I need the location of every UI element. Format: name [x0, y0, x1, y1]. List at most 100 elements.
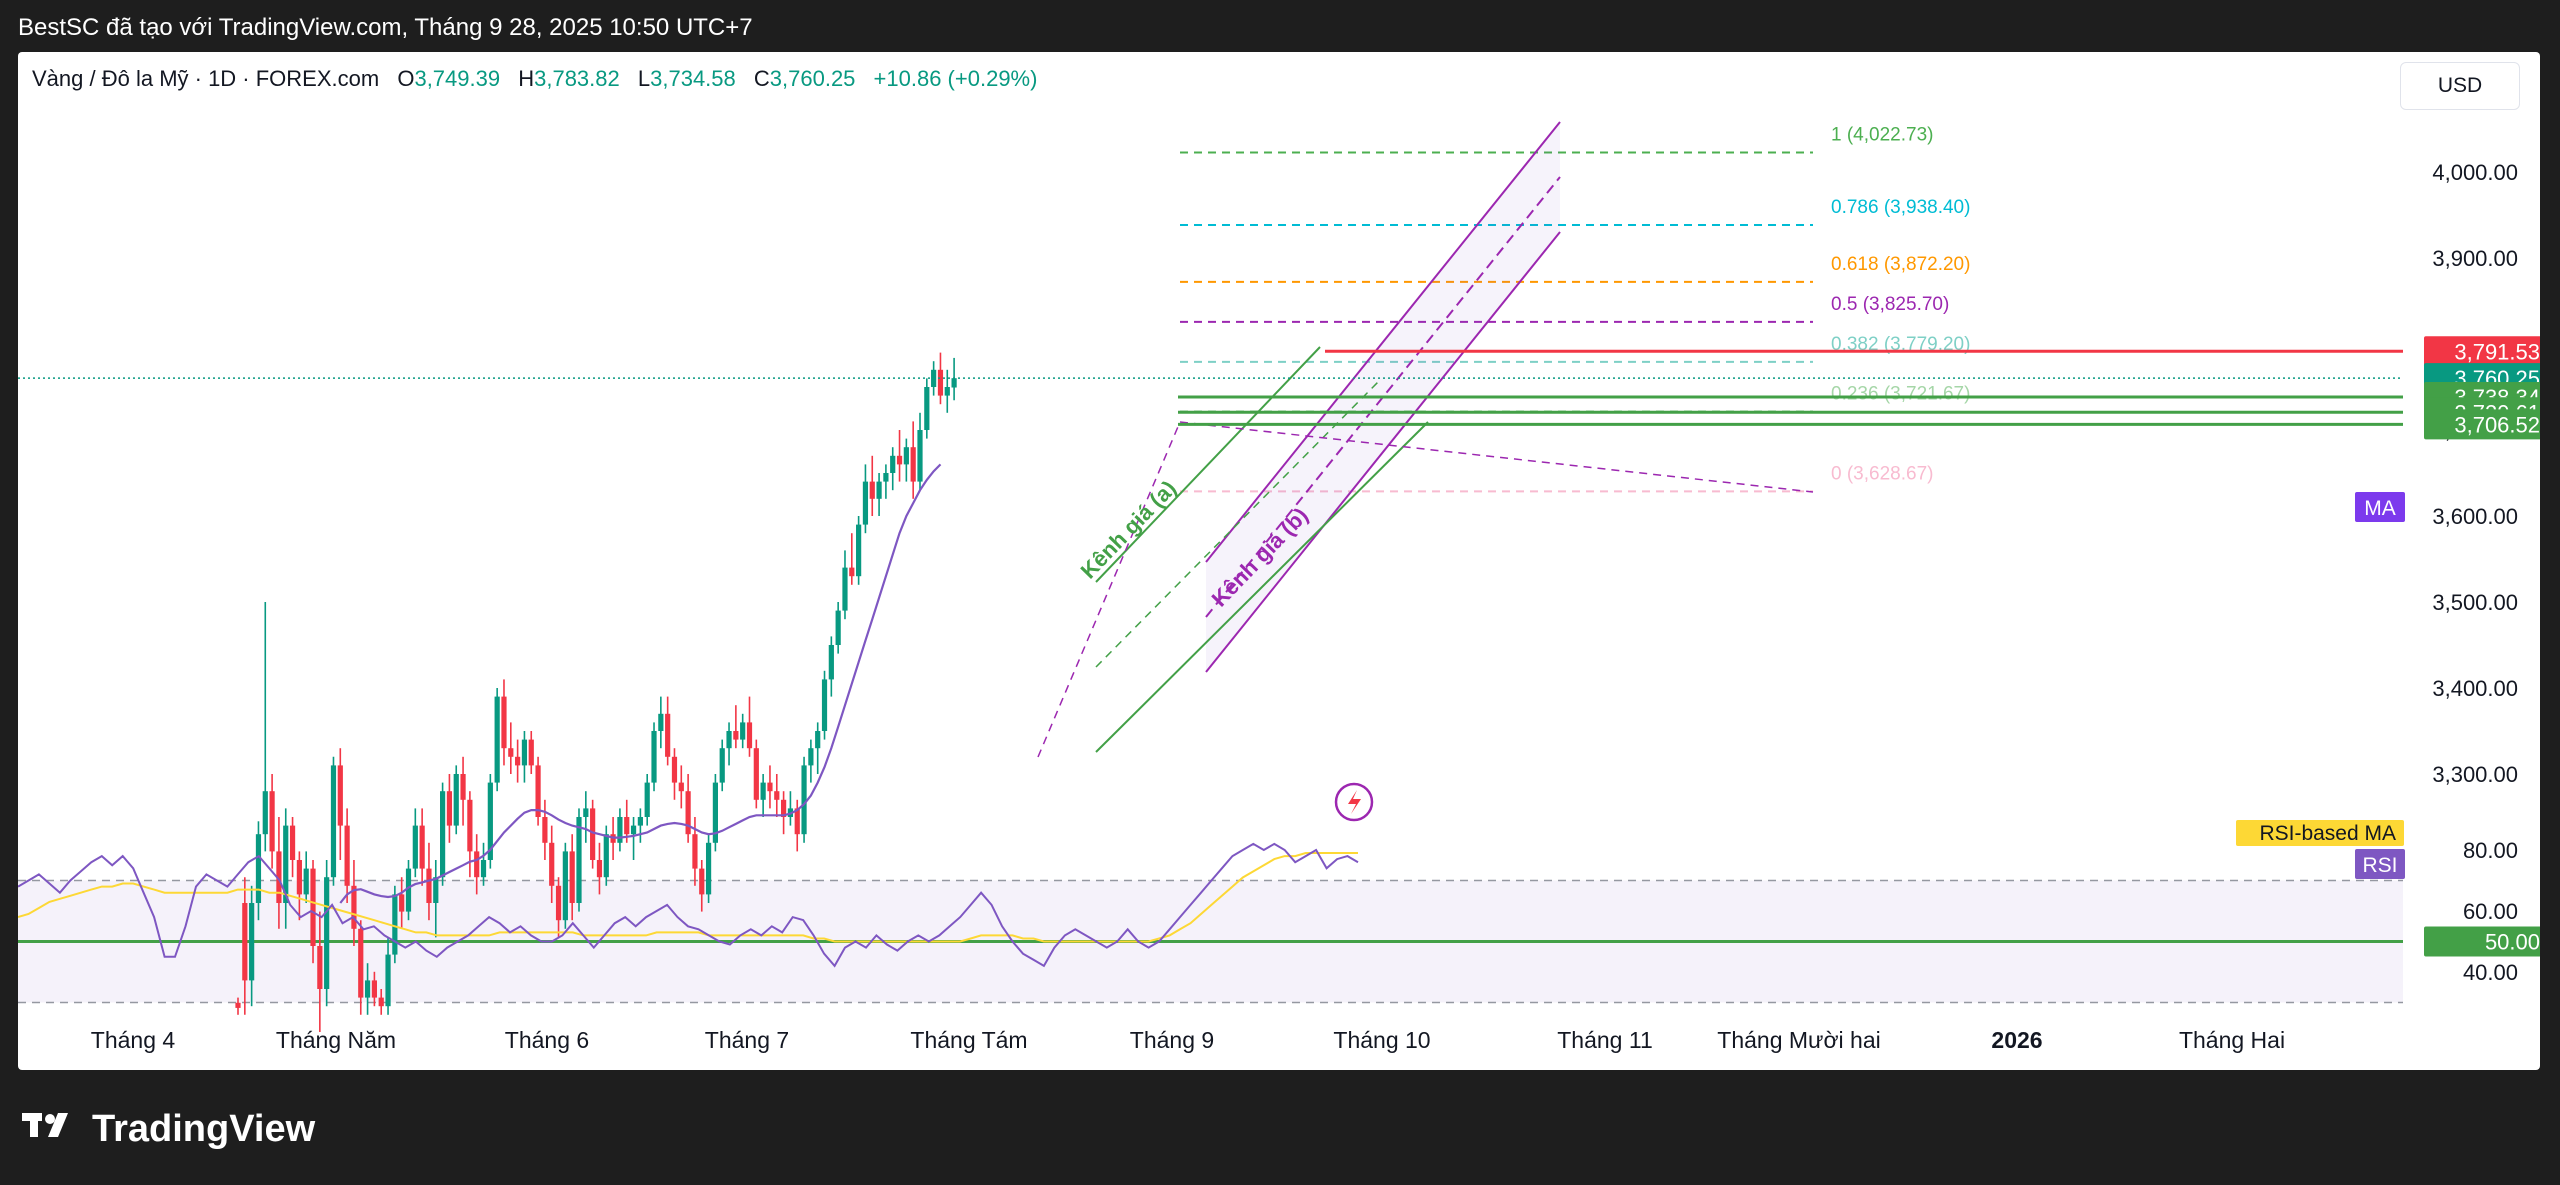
candle-body [794, 808, 800, 835]
candle-body [310, 868, 316, 946]
candle-body [876, 481, 882, 499]
top-caption-bar: BestSC đã tạo với TradingView.com, Tháng… [0, 0, 2560, 52]
candle-body [883, 473, 889, 482]
fib-level-label: 0.786 (3,938.40) [1831, 197, 1970, 218]
channel-a-mid [1095, 381, 1379, 668]
event-icon [1334, 782, 1374, 822]
candle-body [453, 774, 459, 826]
trend-dash [1037, 421, 1181, 758]
open-label: O [397, 66, 415, 91]
candle-body [364, 980, 371, 998]
fib-level-label: 0.236 (3,721.67) [1831, 383, 1970, 404]
candle-body [671, 756, 678, 783]
candle-body [808, 748, 814, 766]
candle-body [746, 722, 753, 749]
rsi-level-tag [2424, 926, 2540, 957]
symbol-legend: Vàng / Đô la Mỹ · 1D · FOREX.com O3,749.… [32, 66, 1037, 92]
footer-brand: TradingView [20, 1108, 315, 1151]
chart-canvas[interactable]: 1 (4,022.73) 0.786 (3,938.40) 0.618 (3,872… [18, 52, 2540, 1070]
symbol-title[interactable]: Vàng / Đô la Mỹ · 1D · FOREX.com [32, 66, 380, 91]
channel-b-upper [1205, 121, 1561, 563]
candle-body [542, 817, 548, 843]
candle-body [419, 825, 425, 869]
candle-body [815, 731, 821, 749]
rsi-line [18, 842, 1359, 968]
candle-body [665, 713, 671, 757]
rsi-ma-tag-label: RSI-based MA [2259, 822, 2396, 845]
candle-body [405, 868, 412, 912]
candle-body [719, 748, 725, 783]
candle-body [249, 903, 255, 981]
rsi-axis-label: 40.00 [2463, 960, 2518, 985]
lightning-icon [1348, 790, 1361, 814]
candle-body [740, 722, 746, 740]
time-axis-label: Tháng 4 [91, 1027, 176, 1053]
candle-body [951, 378, 957, 388]
candle-body [440, 791, 446, 878]
chart-panel[interactable]: 1 (4,022.73) 0.786 (3,938.40) 0.618 (3,872… [18, 52, 2540, 1070]
candle-body [651, 731, 657, 783]
candle-body [474, 851, 480, 878]
candle-body [467, 799, 473, 852]
candle-body [235, 1002, 241, 1008]
tradingview-logo-icon [20, 1108, 80, 1151]
currency-button[interactable]: USD [2400, 62, 2520, 110]
candle-body [712, 782, 718, 843]
candle-body [283, 825, 289, 903]
candle-body [944, 387, 950, 396]
candle-body [535, 765, 541, 817]
candle-body [910, 447, 916, 482]
candle-body [501, 696, 507, 749]
candle-body [487, 782, 493, 860]
candle-body [262, 791, 268, 835]
rsi-tag-label: RSI [2362, 854, 2397, 877]
low-label: L [637, 66, 651, 91]
candle-body [849, 567, 855, 577]
candle-body [344, 825, 350, 886]
close-value: 3,760.25 [769, 66, 856, 91]
price-axis-label: 3,500.00 [2432, 590, 2518, 615]
time-axis-label: Tháng Tám [910, 1027, 1027, 1053]
candle-body [433, 877, 439, 903]
candle-body [480, 860, 487, 878]
change-value: +10.86 (+0.29%) [873, 66, 1038, 91]
candle-body [678, 782, 684, 792]
candle-body [699, 868, 705, 895]
candle-body [705, 842, 712, 895]
candle-body [494, 696, 500, 783]
candle-body [521, 739, 528, 766]
fib-level-label: 1 (4,022.73) [1831, 124, 1933, 145]
candle-body [289, 825, 296, 860]
candle-body [399, 894, 405, 912]
candle-body [774, 791, 780, 800]
candle-body [528, 739, 534, 766]
candle-body [760, 782, 766, 800]
candle-body [767, 782, 773, 792]
candle-body [924, 387, 930, 430]
candle-body [821, 679, 828, 731]
price-tag-label: 3,791.53 [2454, 339, 2540, 364]
candle-body [637, 817, 643, 826]
candle-body [446, 791, 453, 826]
candle-body [562, 851, 568, 921]
ma-line [339, 463, 942, 904]
candle-body [255, 834, 262, 903]
candle-body [324, 877, 330, 989]
time-axis-label: 2026 [1991, 1027, 2042, 1053]
time-axis-label: Tháng Năm [276, 1027, 396, 1053]
rsi-ma-line [18, 852, 1358, 943]
price-axis-label: 3,400.00 [2432, 676, 2518, 701]
fib-level-label: 0.382 (3,779.20) [1831, 334, 1970, 355]
low-value: 3,734.58 [650, 66, 736, 91]
candle-body [658, 713, 664, 731]
candle-body [358, 928, 364, 998]
candle-body [692, 834, 698, 869]
candle-body [330, 765, 337, 878]
candle-body [862, 481, 869, 525]
candle-body [726, 731, 732, 749]
time-axis-label: Tháng Hai [2179, 1027, 2285, 1053]
candle-body [753, 748, 759, 800]
candle-body [508, 748, 514, 757]
candle-body [276, 851, 282, 903]
fib-level-label: 0 (3,628.67) [1831, 463, 1933, 484]
